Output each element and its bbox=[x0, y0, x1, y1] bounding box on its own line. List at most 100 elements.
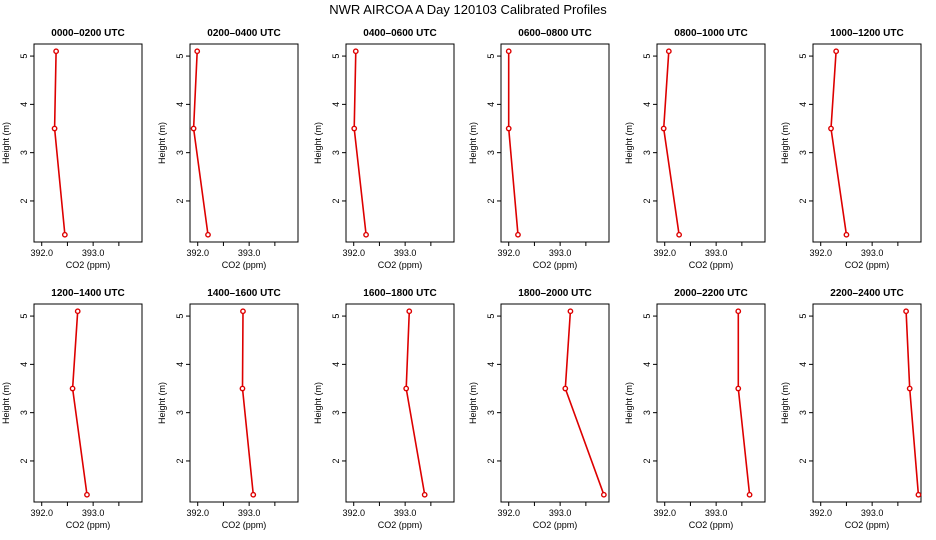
y-axis-label: Height (m) bbox=[313, 122, 323, 164]
data-point bbox=[250, 491, 257, 498]
x-tick-label: 393.0 bbox=[238, 508, 261, 518]
y-tick-label: 3 bbox=[486, 150, 496, 155]
plot-frame bbox=[345, 43, 455, 243]
x-tick-label: 392.0 bbox=[653, 508, 676, 518]
panel-title: 0400–0600 UTC bbox=[363, 28, 436, 39]
y-axis-label: Height (m) bbox=[1, 382, 11, 424]
y-tick-label: 2 bbox=[175, 458, 185, 463]
y-axis-label: Height (m) bbox=[313, 382, 323, 424]
plot-frame bbox=[656, 303, 766, 503]
profile-line bbox=[662, 51, 680, 235]
data-point bbox=[915, 491, 922, 498]
data-point bbox=[53, 48, 60, 55]
x-axis-label: CO2 (ppm) bbox=[378, 520, 423, 530]
y-tick-label: 3 bbox=[331, 150, 341, 155]
panel-3: 0400–0600 UTC 392.0 393.0 2 3 4 5 CO2 (ppm) Heig… bbox=[313, 28, 455, 270]
data-point bbox=[906, 385, 913, 392]
data-point bbox=[352, 48, 359, 55]
data-point bbox=[505, 125, 512, 132]
x-axis-label: CO2 (ppm) bbox=[66, 520, 111, 530]
data-point bbox=[406, 308, 413, 315]
y-tick-label: 2 bbox=[19, 458, 29, 463]
data-point bbox=[69, 385, 76, 392]
y-tick-label: 2 bbox=[331, 198, 341, 203]
y-tick-label: 5 bbox=[642, 314, 652, 319]
panel-9: 1600–1800 UTC 392.0 393.0 2 3 4 5 CO2 (ppm) Heig… bbox=[313, 288, 455, 530]
x-axis-label: CO2 (ppm) bbox=[533, 520, 578, 530]
y-tick-label: 5 bbox=[19, 54, 29, 59]
y-tick-label: 2 bbox=[486, 458, 496, 463]
panel-title: 1400–1600 UTC bbox=[207, 288, 280, 299]
y-tick-label: 5 bbox=[175, 314, 185, 319]
y-axis-label: Height (m) bbox=[1, 122, 11, 164]
profile-line bbox=[405, 311, 426, 495]
x-tick-label: 393.0 bbox=[238, 248, 261, 258]
y-axis-label: Height (m) bbox=[780, 382, 790, 424]
x-tick-label: 393.0 bbox=[705, 248, 728, 258]
profile-line bbox=[53, 51, 66, 235]
x-axis-label: CO2 (ppm) bbox=[689, 260, 734, 270]
panel-title: 1200–1400 UTC bbox=[51, 288, 124, 299]
y-tick-label: 4 bbox=[19, 362, 29, 367]
x-tick-label: 392.0 bbox=[342, 248, 365, 258]
data-point bbox=[194, 48, 201, 55]
data-point bbox=[660, 125, 667, 132]
y-tick-label: 3 bbox=[642, 410, 652, 415]
panel-title: 0800–1000 UTC bbox=[674, 28, 747, 39]
y-tick-label: 3 bbox=[798, 410, 808, 415]
data-point bbox=[828, 125, 834, 132]
data-point bbox=[240, 308, 246, 315]
profile-line bbox=[905, 311, 920, 495]
data-point bbox=[403, 385, 410, 392]
panel-title: 0600–0800 UTC bbox=[518, 28, 591, 39]
y-tick-label: 5 bbox=[486, 54, 496, 59]
panel-title: 1000–1200 UTC bbox=[830, 28, 903, 39]
panel-8: 1400–1600 UTC 392.0 393.0 2 3 4 5 CO2 (ppm) Heig… bbox=[157, 288, 299, 530]
panel-7: 1200–1400 UTC 392.0 393.0 2 3 4 5 CO2 (ppm) Heig… bbox=[1, 288, 143, 530]
y-tick-label: 4 bbox=[798, 362, 808, 367]
y-tick-label: 4 bbox=[642, 362, 652, 367]
x-tick-label: 392.0 bbox=[653, 248, 676, 258]
y-tick-label: 3 bbox=[175, 410, 185, 415]
data-point bbox=[239, 385, 246, 392]
y-tick-label: 5 bbox=[175, 54, 185, 59]
x-tick-label: 392.0 bbox=[497, 248, 520, 258]
y-axis-label: Height (m) bbox=[624, 122, 634, 164]
profile-line bbox=[564, 311, 605, 496]
y-tick-label: 4 bbox=[331, 102, 341, 107]
y-tick-label: 3 bbox=[19, 150, 29, 155]
data-point bbox=[676, 231, 683, 238]
profile-line bbox=[737, 311, 751, 495]
data-point bbox=[61, 231, 68, 238]
x-tick-label: 393.0 bbox=[549, 508, 572, 518]
y-tick-label: 3 bbox=[19, 410, 29, 415]
x-axis-label: CO2 (ppm) bbox=[222, 520, 267, 530]
data-point bbox=[74, 308, 81, 315]
plot-frame bbox=[812, 303, 922, 503]
data-point bbox=[600, 491, 607, 498]
x-tick-label: 392.0 bbox=[809, 508, 832, 518]
y-axis-label: Height (m) bbox=[468, 382, 478, 424]
y-tick-label: 2 bbox=[798, 458, 808, 463]
profile-line bbox=[353, 51, 367, 235]
y-tick-label: 5 bbox=[19, 314, 29, 319]
x-axis-label: CO2 (ppm) bbox=[533, 260, 578, 270]
plot-frame bbox=[812, 43, 922, 243]
y-tick-label: 4 bbox=[798, 102, 808, 107]
profile-line bbox=[192, 51, 209, 235]
x-axis-label: CO2 (ppm) bbox=[845, 520, 890, 530]
plot-frame bbox=[500, 303, 610, 503]
x-tick-label: 392.0 bbox=[186, 248, 209, 258]
panel-title: 2200–2400 UTC bbox=[830, 288, 903, 299]
y-axis-label: Height (m) bbox=[157, 382, 167, 424]
y-tick-label: 4 bbox=[175, 102, 185, 107]
plot-frame bbox=[345, 303, 455, 503]
profile-line bbox=[241, 311, 255, 495]
x-tick-label: 393.0 bbox=[394, 508, 417, 518]
data-point bbox=[205, 231, 211, 238]
panel-title: 1800–2000 UTC bbox=[518, 288, 591, 299]
profile-line bbox=[830, 51, 848, 235]
panel-4: 0600–0800 UTC 392.0 393.0 2 3 4 5 CO2 (ppm) Heig… bbox=[468, 28, 610, 270]
plot-frame bbox=[33, 43, 143, 243]
y-tick-label: 3 bbox=[486, 410, 496, 415]
